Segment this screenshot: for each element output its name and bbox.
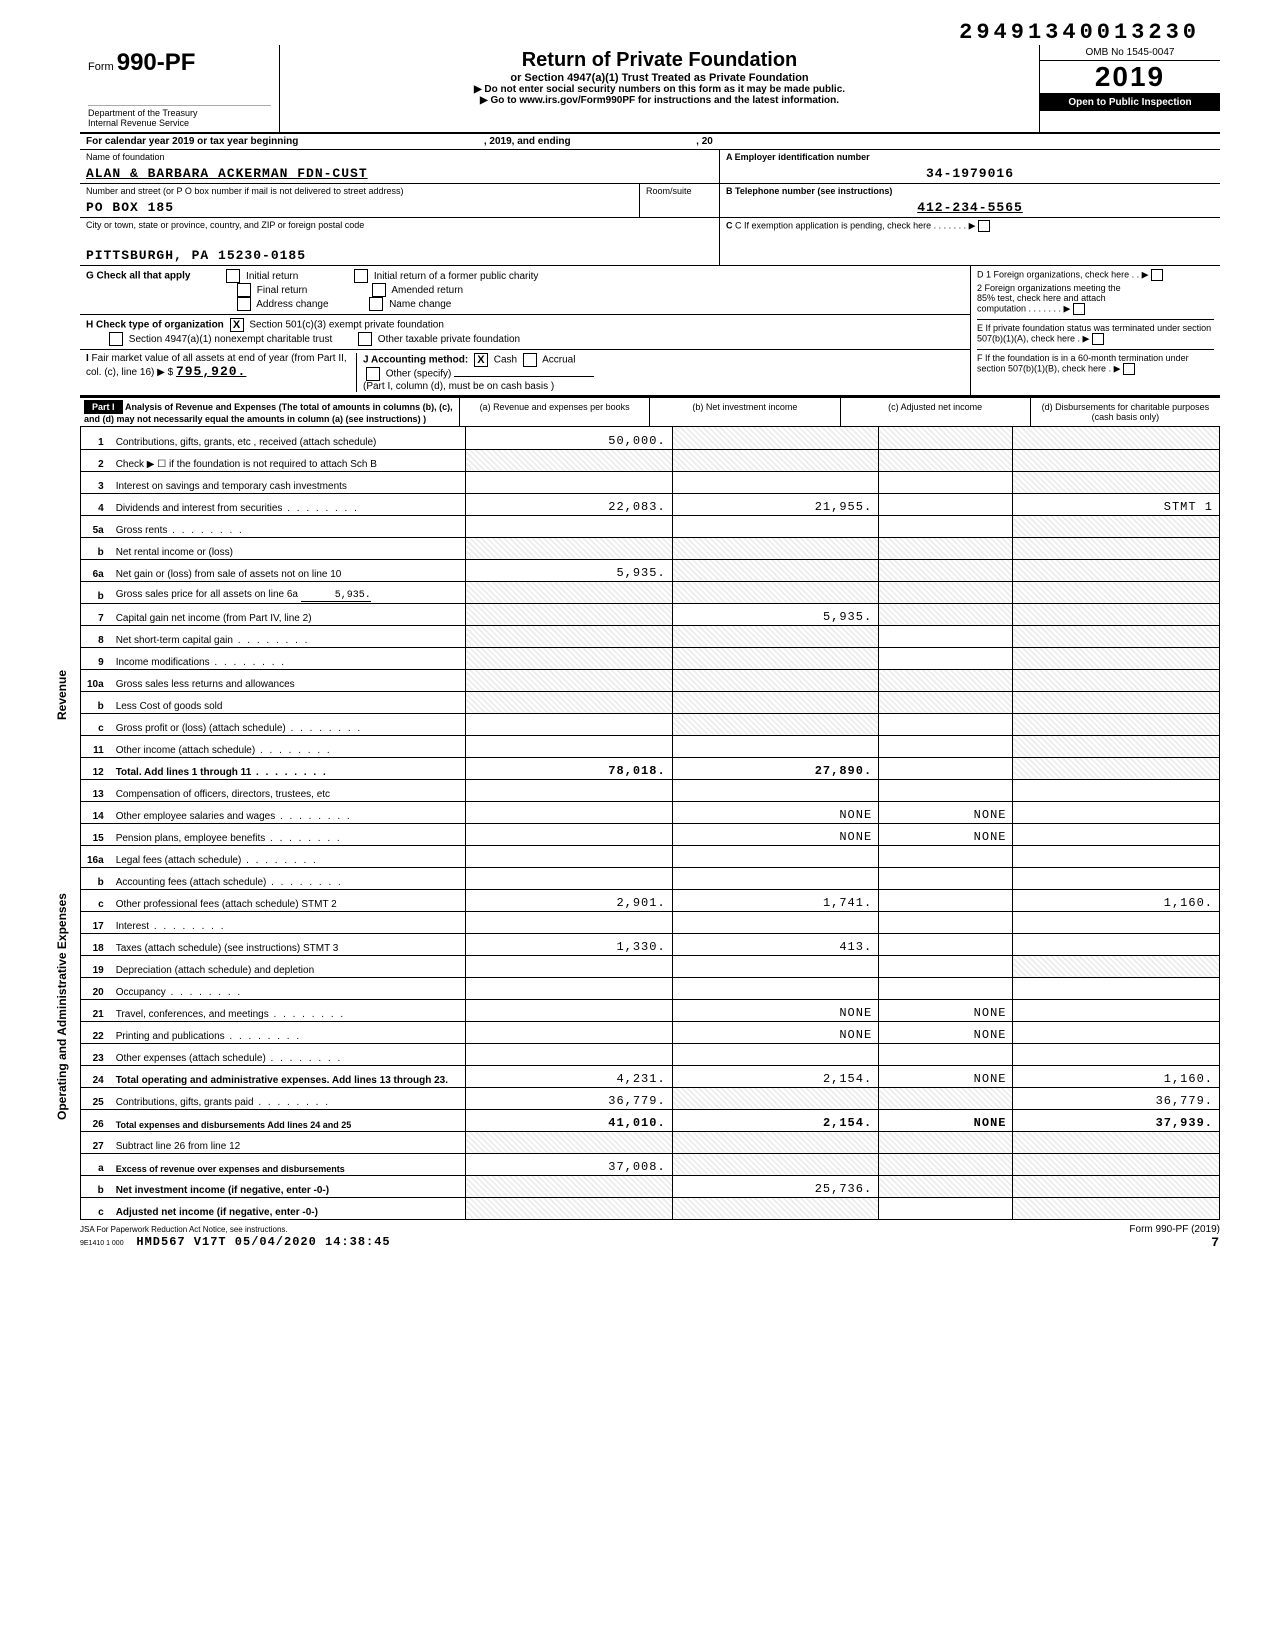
line-27c: cAdjusted net income (if negative, enter… [81, 1197, 1220, 1219]
form-title: Return of Private Foundation [288, 49, 1031, 72]
part1-header: Part I Analysis of Revenue and Expenses … [80, 396, 1220, 427]
section-e: E If private foundation status was termi… [977, 319, 1214, 345]
form-warning: Do not enter social security numbers on … [288, 84, 1031, 95]
line-3: 3Interest on savings and temporary cash … [81, 471, 1220, 493]
omb-number: OMB No 1545-0047 [1040, 45, 1220, 61]
section-ij: I Fair market value of all assets at end… [80, 350, 970, 395]
address-label: Number and street (or P O box number if … [86, 186, 633, 196]
dept-treasury: Department of the Treasury Internal Reve… [88, 105, 271, 128]
address-value: PO BOX 185 [86, 196, 633, 215]
line-17: 17Interest [81, 911, 1220, 933]
line-21: 21Travel, conferences, and meetingsNONEN… [81, 999, 1220, 1021]
ck-amended[interactable] [372, 283, 386, 297]
line-11: 11Other income (attach schedule) [81, 735, 1220, 757]
ck-othertax[interactable] [358, 332, 372, 346]
line-2: 2Check ▶ ☐ if the foundation is not requ… [81, 449, 1220, 471]
line-12: 12Total. Add lines 1 through 1178,018.27… [81, 757, 1220, 779]
public-inspection: Open to Public Inspection [1040, 94, 1220, 111]
revenue-side-label: Revenue [55, 670, 69, 720]
line-16c: cOther professional fees (attach schedul… [81, 889, 1220, 911]
tel-label: B Telephone number (see instructions) [726, 186, 1214, 196]
ck-namechange[interactable] [369, 297, 383, 311]
section-f: F If the foundation is in a 60-month ter… [977, 349, 1214, 375]
ck-initial[interactable] [226, 269, 240, 283]
line-16a: 16aLegal fees (attach schedule) [81, 845, 1220, 867]
ck-initial-former[interactable] [354, 269, 368, 283]
line-15: 15Pension plans, employee benefitsNONENO… [81, 823, 1220, 845]
line-14: 14Other employee salaries and wagesNONEN… [81, 801, 1220, 823]
line-16b: bAccounting fees (attach schedule) [81, 867, 1220, 889]
line-24: 24Total operating and administrative exp… [81, 1065, 1220, 1087]
ein-label: A Employer identification number [726, 152, 1214, 162]
line-13: 13Compensation of officers, directors, t… [81, 779, 1220, 801]
line-22: 22Printing and publicationsNONENONE [81, 1021, 1220, 1043]
city-value: PITTSBURGH, PA 15230-0185 [86, 244, 713, 263]
city-label: City or town, state or province, country… [86, 220, 713, 230]
section-d2: 2 Foreign organizations meeting the85% t… [977, 283, 1214, 315]
form-goto: Go to www.irs.gov/Form990PF for instruct… [288, 95, 1031, 106]
line-27a: aExcess of revenue over expenses and dis… [81, 1153, 1220, 1175]
tax-year: 2019 [1040, 61, 1220, 94]
form-header: Form 990-PF Department of the Treasury I… [80, 45, 1220, 134]
ck-addrchange[interactable] [237, 297, 251, 311]
c-exemption: C C If exemption application is pending,… [726, 220, 1214, 232]
section-d: D 1 Foreign organizations, check here . … [977, 269, 1214, 281]
section-h: H Check type of organization X Section 5… [80, 315, 970, 350]
ck-final[interactable] [237, 283, 251, 297]
line-20: 20Occupancy [81, 977, 1220, 999]
line-26: 26Total expenses and disbursements Add l… [81, 1109, 1220, 1131]
ck-accrual[interactable] [523, 353, 537, 367]
line-10a: 10aGross sales less returns and allowanc… [81, 669, 1220, 691]
document-id: 29491340013230 [80, 20, 1220, 45]
form-subtitle: or Section 4947(a)(1) Trust Treated as P… [288, 72, 1031, 84]
line-23: 23Other expenses (attach schedule) [81, 1043, 1220, 1065]
line-7: 7Capital gain net income (from Part IV, … [81, 603, 1220, 625]
room-label: Room/suite [646, 186, 713, 196]
line-6a: 6aNet gain or (loss) from sale of assets… [81, 559, 1220, 581]
fmv-value: 795,920. [176, 360, 246, 379]
ein-value: 34-1979016 [726, 162, 1214, 181]
form-number: Form 990-PF [88, 49, 271, 77]
expenses-side-label: Operating and Administrative Expenses [55, 893, 69, 1120]
tel-value: 412-234-5565 [726, 196, 1214, 215]
line-25: 25Contributions, gifts, grants paid36,77… [81, 1087, 1220, 1109]
cash-basis-note: (Part I, column (d), must be on cash bas… [363, 381, 554, 392]
line-10c: cGross profit or (loss) (attach schedule… [81, 713, 1220, 735]
ck-501c3[interactable]: X [230, 318, 244, 332]
line-10b: bLess Cost of goods sold [81, 691, 1220, 713]
ck-4947[interactable] [109, 332, 123, 346]
name-label: Name of foundation [86, 152, 713, 162]
line-18: 18Taxes (attach schedule) (see instructi… [81, 933, 1220, 955]
page-footer: JSA For Paperwork Reduction Act Notice, … [80, 1224, 1220, 1250]
period-row: For calendar year 2019 or tax year begin… [80, 134, 1220, 150]
foundation-name: ALAN & BARBARA ACKERMAN FDN-CUST [86, 162, 713, 181]
line-1: 1Contributions, gifts, grants, etc , rec… [81, 427, 1220, 449]
line-5a: 5aGross rents [81, 515, 1220, 537]
line-8: 8Net short-term capital gain [81, 625, 1220, 647]
line-9: 9Income modifications [81, 647, 1220, 669]
section-g: G Check all that apply Initial return In… [80, 266, 970, 315]
line-6b: bGross sales price for all assets on lin… [81, 581, 1220, 603]
line-4: 4Dividends and interest from securities2… [81, 493, 1220, 515]
line-19: 19Depreciation (attach schedule) and dep… [81, 955, 1220, 977]
line-27b: bNet investment income (if negative, ent… [81, 1175, 1220, 1197]
part1-table: 1Contributions, gifts, grants, etc , rec… [80, 427, 1220, 1220]
footer-stamp: HMD567 V17T 05/04/2020 14:38:45 [136, 1231, 390, 1249]
line-27: 27Subtract line 26 from line 12 [81, 1131, 1220, 1153]
ck-cash[interactable]: X [474, 353, 488, 367]
ck-other[interactable] [366, 367, 380, 381]
line-5b: bNet rental income or (loss) [81, 537, 1220, 559]
